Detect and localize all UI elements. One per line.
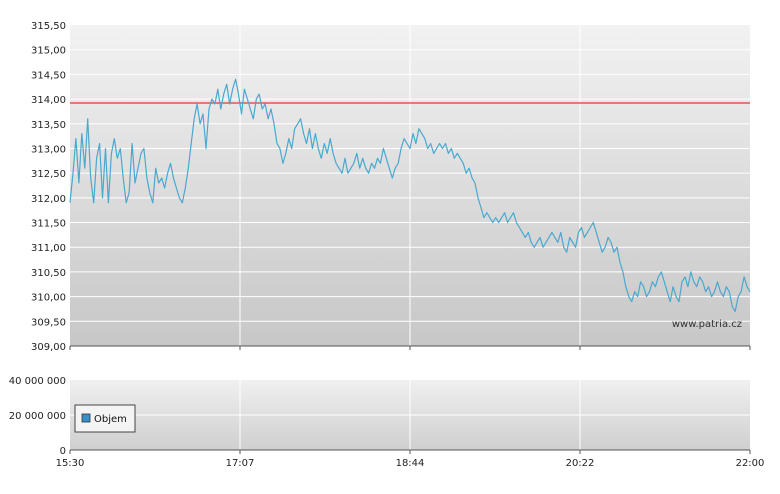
price-y-tick-label: 309,00 <box>31 342 66 353</box>
price-y-tick-label: 311,00 <box>31 243 66 254</box>
price-y-tick-label: 310,00 <box>31 293 66 304</box>
x-tick-label: 20:22 <box>566 458 595 469</box>
price-y-tick-label: 311,50 <box>31 219 66 230</box>
price-x-ticks <box>69 346 751 350</box>
price-y-tick-label: 315,00 <box>31 46 66 57</box>
price-panel: 315,50 315,00 314,50 314,00 313,50 313,00 312,… <box>31 21 751 353</box>
x-tick-label: 17:07 <box>226 458 255 469</box>
price-y-tick-label: 312,00 <box>31 194 66 205</box>
price-y-tick-label: 309,50 <box>31 317 66 328</box>
volume-x-ticks: 15:30 17:07 18:44 20:22 22:00 <box>56 450 765 469</box>
price-y-tick-label: 313,00 <box>31 144 66 155</box>
price-grid <box>70 25 750 346</box>
price-y-tick-label: 313,50 <box>31 120 66 131</box>
legend-label: Objem <box>94 414 127 425</box>
legend: Objem <box>74 404 136 433</box>
price-series-line <box>69 78 751 312</box>
price-y-tick-label: 314,00 <box>31 95 66 106</box>
x-tick-label: 15:30 <box>56 458 85 469</box>
price-y-tick-label: 315,50 <box>31 21 66 32</box>
volume-y-tick-label: 0 <box>60 446 66 457</box>
legend-swatch <box>81 413 91 423</box>
volume-grid <box>70 380 750 450</box>
volume-y-tick-label: 20 000 000 <box>9 411 66 422</box>
price-y-tick-label: 310,50 <box>31 268 66 279</box>
watermark: www.patria.cz <box>672 319 742 330</box>
price-y-tick-labels: 315,50 315,00 314,50 314,00 313,50 313,00 312,… <box>31 21 66 353</box>
x-tick-label: 18:44 <box>396 458 425 469</box>
volume-panel: 40 000 000 20 000 000 0 15:30 17:07 18:44 20:… <box>9 376 765 469</box>
price-y-tick-label: 312,50 <box>31 169 66 180</box>
volume-y-tick-label: 40 000 000 <box>9 376 66 387</box>
x-tick-label: 22:00 <box>736 458 765 469</box>
volume-y-tick-labels: 40 000 000 20 000 000 0 <box>9 376 66 457</box>
price-y-tick-label: 314,50 <box>31 70 66 81</box>
